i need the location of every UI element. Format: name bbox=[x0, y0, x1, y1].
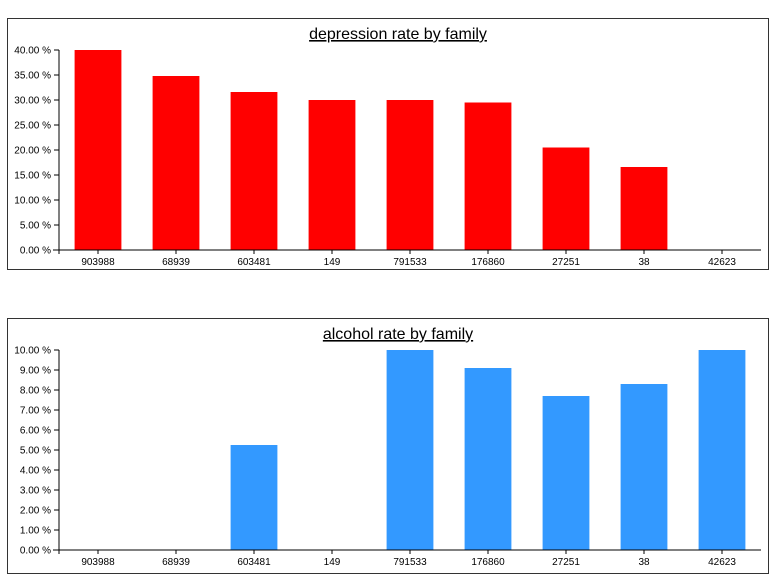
x-tick-label: 903988 bbox=[81, 557, 115, 568]
depression-bar-38 bbox=[620, 167, 668, 250]
y-tick-label: 20.00 % bbox=[14, 146, 51, 157]
x-tick-label: 42623 bbox=[708, 257, 736, 268]
alcohol-bar-42623 bbox=[698, 350, 746, 550]
x-tick-label: 149 bbox=[324, 257, 341, 268]
y-tick-label: 7.00 % bbox=[20, 406, 51, 417]
depression-chart: depression rate by family 0.00 % 5.00 % 10.… bbox=[14, 26, 761, 268]
depression-chart-panel: depression rate by family 0.00 % 5.00 % 10.… bbox=[7, 18, 769, 270]
x-tick-label: 38 bbox=[638, 257, 650, 268]
y-tick-label: 15.00 % bbox=[14, 171, 51, 182]
x-tick-label: 791533 bbox=[393, 557, 427, 568]
alcohol-bar-27251 bbox=[542, 396, 590, 550]
y-tick-label: 0.00 % bbox=[20, 246, 51, 257]
y-tick-label: 5.00 % bbox=[20, 446, 51, 457]
alcohol-bar-791533 bbox=[386, 350, 434, 550]
x-tick-label: 603481 bbox=[237, 257, 271, 268]
y-tick-label: 6.00 % bbox=[20, 426, 51, 437]
x-tick-label: 176860 bbox=[471, 257, 505, 268]
y-tick-label: 1.00 % bbox=[20, 526, 51, 537]
y-tick-label: 25.00 % bbox=[14, 121, 51, 132]
y-tick-label: 4.00 % bbox=[20, 466, 51, 477]
y-tick-label: 9.00 % bbox=[20, 366, 51, 377]
y-tick-label: 5.00 % bbox=[20, 221, 51, 232]
y-tick-label: 10.00 % bbox=[14, 346, 51, 357]
depression-bar-903988 bbox=[74, 50, 122, 250]
x-tick-label: 149 bbox=[324, 557, 341, 568]
y-tick-label: 8.00 % bbox=[20, 386, 51, 397]
alcohol-chart-panel: alcohol rate by family 0.00 % 1.00 % 2.00 %… bbox=[7, 318, 769, 574]
y-tick-label: 40.00 % bbox=[14, 46, 51, 57]
y-tick-label: 35.00 % bbox=[14, 71, 51, 82]
x-tick-label: 791533 bbox=[393, 257, 427, 268]
depression-bar-176860 bbox=[464, 102, 512, 250]
y-tick-label: 0.00 % bbox=[20, 546, 51, 557]
alcohol-bar-603481 bbox=[230, 445, 278, 550]
alcohol-bar-38 bbox=[620, 384, 668, 550]
y-tick-label: 3.00 % bbox=[20, 486, 51, 497]
x-tick-label: 27251 bbox=[552, 257, 580, 268]
alcohol-chart: alcohol rate by family 0.00 % 1.00 % 2.00 %… bbox=[14, 326, 761, 568]
depression-bar-603481 bbox=[230, 92, 278, 250]
alcohol-bar-176860 bbox=[464, 368, 512, 550]
x-tick-label: 68939 bbox=[162, 257, 190, 268]
x-tick-label: 603481 bbox=[237, 557, 271, 568]
x-tick-label: 42623 bbox=[708, 557, 736, 568]
chart-title: alcohol rate by family bbox=[323, 326, 473, 343]
x-tick-label: 176860 bbox=[471, 557, 505, 568]
y-tick-label: 30.00 % bbox=[14, 96, 51, 107]
x-tick-label: 68939 bbox=[162, 557, 190, 568]
x-tick-label: 27251 bbox=[552, 557, 580, 568]
depression-bar-791533 bbox=[386, 100, 434, 250]
chart-title: depression rate by family bbox=[309, 26, 487, 43]
x-tick-label: 38 bbox=[638, 557, 650, 568]
depression-bar-27251 bbox=[542, 147, 590, 250]
y-tick-label: 10.00 % bbox=[14, 196, 51, 207]
depression-bar-68939 bbox=[152, 76, 200, 250]
x-tick-label: 903988 bbox=[81, 257, 115, 268]
y-tick-label: 2.00 % bbox=[20, 506, 51, 517]
depression-bar-149 bbox=[308, 100, 356, 250]
